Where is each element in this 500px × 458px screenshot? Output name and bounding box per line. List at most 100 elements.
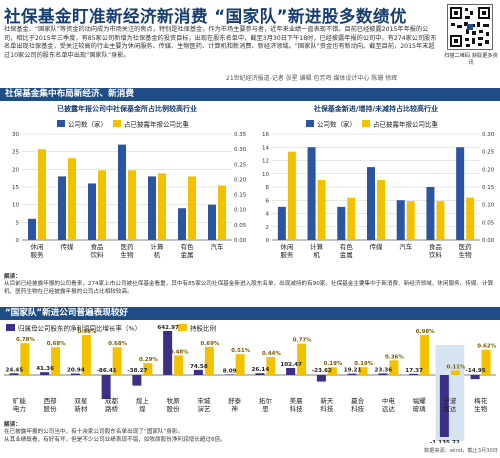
- c3-bar-growth: [470, 375, 480, 380]
- c2-category-label: 医药: [459, 242, 473, 251]
- chart-industry-share: 公司数（家） 占已披露年报公司比重 0 5 10 15 20 25 30 0.00 0.05 0.10…: [12, 120, 247, 260]
- c1-category-label: 机: [154, 250, 161, 259]
- c3-growth-label: 17.37: [405, 368, 423, 374]
- c3-growth-label: 74.58: [190, 364, 208, 370]
- qr-code-icon[interactable]: [447, 4, 493, 50]
- c3-holding-label: 0.51%: [231, 348, 250, 354]
- c1-bar-share: [158, 173, 166, 240]
- c3-category-label: 双星: [74, 397, 88, 405]
- c1-category-label: 金属: [181, 250, 194, 259]
- c2-bar-count: [307, 147, 316, 240]
- c3-bar-growth: [409, 373, 419, 375]
- c3-category-label: 演艺: [197, 404, 211, 413]
- c3-category-label: 远达: [382, 404, 396, 413]
- c3-bar-holding: [420, 335, 430, 375]
- c3-holding-label: 0.98%: [78, 329, 97, 335]
- c3-holding-label: 0.68%: [47, 341, 66, 347]
- c2-right-tick-label: 0.00: [482, 238, 495, 244]
- c2-left-tick-label: 4: [266, 212, 270, 218]
- c2-category-label: 有色: [340, 242, 354, 251]
- c2-category-label: 生物: [459, 250, 473, 259]
- c3-category-label: 思: [262, 405, 269, 413]
- c3-bar-growth: [255, 373, 265, 375]
- c3-category-label: 股份: [167, 404, 181, 413]
- c2-bar-count: [337, 206, 346, 240]
- c2-bar-count: [277, 206, 286, 240]
- c3-category-label: 旷能: [13, 396, 27, 405]
- c2-left-tick-label: 2: [266, 225, 270, 231]
- c3-growth-label: 642.97: [157, 325, 179, 331]
- section2-note-text2: 从其业绩既看，有好有坏，但是不少公司业绩表现不错，如牧原股份净利润增长超过6倍。: [4, 436, 226, 443]
- c3-bar-holding: [266, 357, 276, 375]
- c2-right-tick-label: 0.30: [482, 132, 495, 138]
- c1-bar-count: [88, 183, 96, 240]
- c1-bar-count: [28, 218, 36, 240]
- c2-category-label: 汽车: [399, 242, 413, 251]
- c3-bar-holding: [51, 347, 61, 375]
- c1-legend-swatch-count: [57, 120, 65, 127]
- c1-bar-count: [148, 176, 156, 240]
- section1-note-label: 解读：: [4, 274, 21, 280]
- c2-bar-count: [367, 167, 375, 240]
- c3-holding-label: 0.11%: [447, 365, 466, 371]
- c3-holding-label: 0.19%: [354, 361, 373, 367]
- c3-category-label: 煌上: [136, 396, 150, 405]
- c3-bar-holding: [481, 349, 491, 375]
- c1-bar-count: [208, 204, 216, 240]
- chart-new-holdings: 公司数（家） 占已披露年报公司比重 0 2 4 6 8 10 12 14 16 0.00 0.05 0.1…: [262, 120, 495, 260]
- c2-bar-share: [317, 179, 326, 240]
- c1-bar-share: [128, 170, 136, 240]
- c2-bar-count: [456, 147, 465, 240]
- c3-category-label: 科技: [351, 404, 365, 413]
- c3-category-label: 拓尔: [259, 396, 273, 405]
- c1-bar-count: [178, 208, 186, 240]
- c3-growth-label: -1,135.72: [430, 440, 460, 443]
- c2-bar-share: [466, 197, 475, 240]
- c3-growth-label: 8.09: [223, 368, 237, 374]
- c3-category-label: 股份: [44, 404, 58, 413]
- section1-band: 社保基金集中布局新经济、新消费: [0, 88, 500, 101]
- c2-bar-share: [406, 201, 415, 240]
- c3-category-label: 成都: [105, 396, 119, 405]
- c2-right-tick-label: 0.05: [482, 220, 495, 226]
- c2-right-tick-label: 0.25: [482, 150, 495, 156]
- c3-growth-label: -23.62: [312, 368, 332, 374]
- c3-category-label: 玻璃: [413, 404, 427, 413]
- c3-bar-growth: [40, 372, 50, 375]
- c3-bar-holding: [235, 354, 245, 375]
- c2-right-tick-label: 0.10: [482, 203, 495, 209]
- c2-bar-count: [396, 200, 405, 240]
- c3-category-label: 科技: [320, 404, 334, 413]
- c2-category-label: 饮料: [429, 250, 443, 259]
- data-source: 数据来源：wind，截止3月30日: [423, 448, 498, 454]
- section1-note-text: 从目前已经披露年报的公司看来，274家上市公司被社保基金看重，其中有85家公司社…: [4, 281, 494, 295]
- c2-category-label: 休闲: [280, 242, 293, 251]
- c3-category-label: 路桥: [105, 404, 119, 413]
- c3-growth-label: -86.41: [97, 368, 117, 374]
- c2-bar-share: [287, 151, 296, 240]
- page-title: 社保基金盯准新经济新消费 “国家队”新进股多数绩优: [4, 7, 407, 25]
- c3-holding-label: 0.48%: [170, 349, 189, 355]
- c1-bar-share: [98, 170, 106, 240]
- c3-category-label: 新天: [320, 396, 334, 405]
- c3-bar-holding: [112, 347, 122, 375]
- c3-category-label: 煌: [139, 404, 146, 413]
- intro-paragraph: 社保基金、“国家队”等资金的动向成为市场关注的焦点，特别是社保基金，作为市场主要…: [4, 26, 437, 59]
- c3-holding-label: 0.29%: [139, 357, 158, 363]
- c3-category-label: 梅花: [474, 396, 488, 405]
- c3-holding-label: 0.78%: [16, 337, 35, 343]
- c2-left-tick-label: 14: [262, 145, 269, 151]
- c2-left-tick-label: 12: [262, 159, 269, 165]
- c2-legend-share: 占已披露年报公司比重: [373, 120, 439, 129]
- c2-category-label: 计算: [310, 242, 324, 251]
- c3-holding-label: 0.36%: [385, 354, 404, 360]
- c3-holding-label: 0.77%: [293, 338, 312, 344]
- c3-bar-growth: [9, 373, 19, 375]
- section2-note: 解读： 在已披露年报的公司当中，有十余家公司股东名单出现了“国家队”身影。 从其…: [4, 422, 314, 444]
- c3-holding-label: 0.69%: [201, 341, 220, 347]
- c3-bar-holding: [450, 370, 460, 375]
- section2-band: “国家队”新进公司普遍表现较好: [0, 307, 500, 320]
- c3-bar-growth: [193, 369, 203, 375]
- c2-bar-share: [377, 179, 385, 240]
- c3-category-label: 西部: [44, 396, 58, 405]
